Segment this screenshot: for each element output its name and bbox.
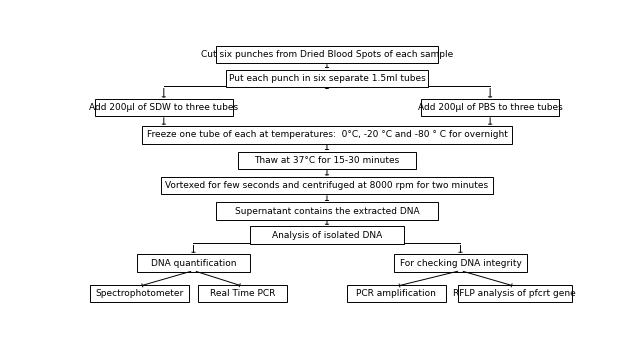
Text: Freeze one tube of each at temperatures:  0°C, -20 °C and -80 ° C for overnight: Freeze one tube of each at temperatures:… [147, 130, 507, 139]
Text: Vortexed for few seconds and centrifuged at 8000 rpm for two minutes: Vortexed for few seconds and centrifuged… [165, 181, 489, 190]
Text: Supernatant contains the extracted DNA: Supernatant contains the extracted DNA [235, 206, 419, 215]
FancyBboxPatch shape [89, 285, 189, 302]
Text: RFLP analysis of pfcrt gene: RFLP analysis of pfcrt gene [454, 289, 576, 298]
Text: Add 200µl of SDW to three tubes: Add 200µl of SDW to three tubes [89, 103, 239, 112]
FancyBboxPatch shape [238, 152, 416, 169]
Text: DNA quantification: DNA quantification [151, 258, 236, 268]
Text: Analysis of isolated DNA: Analysis of isolated DNA [272, 230, 382, 240]
Text: PCR amplification: PCR amplification [356, 289, 436, 298]
Text: Add 200µl of PBS to three tubes: Add 200µl of PBS to three tubes [418, 103, 563, 112]
FancyBboxPatch shape [458, 285, 572, 302]
FancyBboxPatch shape [250, 226, 404, 244]
FancyBboxPatch shape [216, 202, 438, 220]
FancyBboxPatch shape [198, 285, 288, 302]
FancyBboxPatch shape [226, 70, 428, 87]
Text: Thaw at 37°C for 15-30 minutes: Thaw at 37°C for 15-30 minutes [255, 156, 399, 165]
FancyBboxPatch shape [142, 126, 512, 144]
Text: Put each punch in six separate 1.5ml tubes: Put each punch in six separate 1.5ml tub… [228, 74, 426, 83]
FancyBboxPatch shape [161, 177, 493, 194]
Text: Real Time PCR: Real Time PCR [211, 289, 276, 298]
Text: For checking DNA integrity: For checking DNA integrity [399, 258, 521, 268]
FancyBboxPatch shape [347, 285, 445, 302]
FancyBboxPatch shape [216, 46, 438, 63]
FancyBboxPatch shape [421, 99, 560, 116]
FancyBboxPatch shape [394, 254, 527, 272]
FancyBboxPatch shape [94, 99, 233, 116]
Text: Spectrophotometer: Spectrophotometer [95, 289, 183, 298]
FancyBboxPatch shape [137, 254, 250, 272]
Text: Cut six punches from Dried Blood Spots of each sample: Cut six punches from Dried Blood Spots o… [201, 50, 453, 59]
